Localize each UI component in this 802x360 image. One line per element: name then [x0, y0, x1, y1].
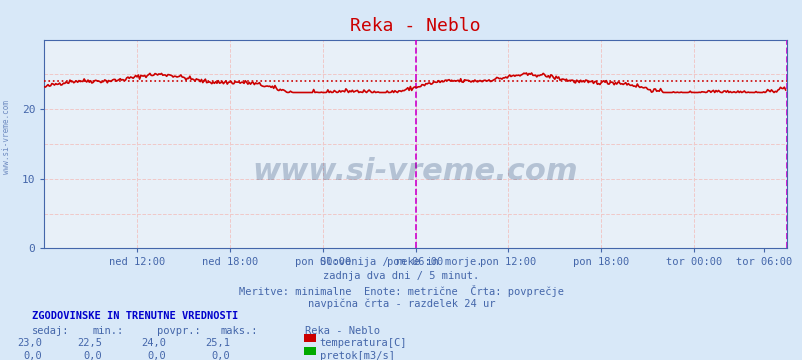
- Text: povpr.:: povpr.:: [156, 326, 200, 336]
- Text: sedaj:: sedaj:: [32, 326, 70, 336]
- Text: min.:: min.:: [92, 326, 124, 336]
- Text: navpična črta - razdelek 24 ur: navpična črta - razdelek 24 ur: [307, 298, 495, 309]
- Text: Meritve: minimalne  Enote: metrične  Črta: povprečje: Meritve: minimalne Enote: metrične Črta:…: [239, 285, 563, 297]
- Text: maks.:: maks.:: [221, 326, 258, 336]
- Text: 22,5: 22,5: [77, 338, 102, 348]
- Text: 25,1: 25,1: [205, 338, 230, 348]
- Text: 0,0: 0,0: [212, 351, 230, 360]
- Text: www.si-vreme.com: www.si-vreme.com: [2, 100, 11, 174]
- Text: 0,0: 0,0: [83, 351, 102, 360]
- Text: zadnja dva dni / 5 minut.: zadnja dva dni / 5 minut.: [323, 271, 479, 281]
- Text: ZGODOVINSKE IN TRENUTNE VREDNOSTI: ZGODOVINSKE IN TRENUTNE VREDNOSTI: [32, 311, 238, 321]
- Text: 24,0: 24,0: [141, 338, 166, 348]
- Text: pretok[m3/s]: pretok[m3/s]: [319, 351, 394, 360]
- Text: www.si-vreme.com: www.si-vreme.com: [253, 157, 577, 186]
- Text: 23,0: 23,0: [17, 338, 42, 348]
- Text: Reka - Neblo: Reka - Neblo: [305, 326, 379, 336]
- Text: 0,0: 0,0: [23, 351, 42, 360]
- Title: Reka - Neblo: Reka - Neblo: [350, 17, 480, 35]
- Text: temperatura[C]: temperatura[C]: [319, 338, 407, 348]
- Text: 0,0: 0,0: [148, 351, 166, 360]
- Text: Slovenija / reke in morje.: Slovenija / reke in morje.: [320, 257, 482, 267]
